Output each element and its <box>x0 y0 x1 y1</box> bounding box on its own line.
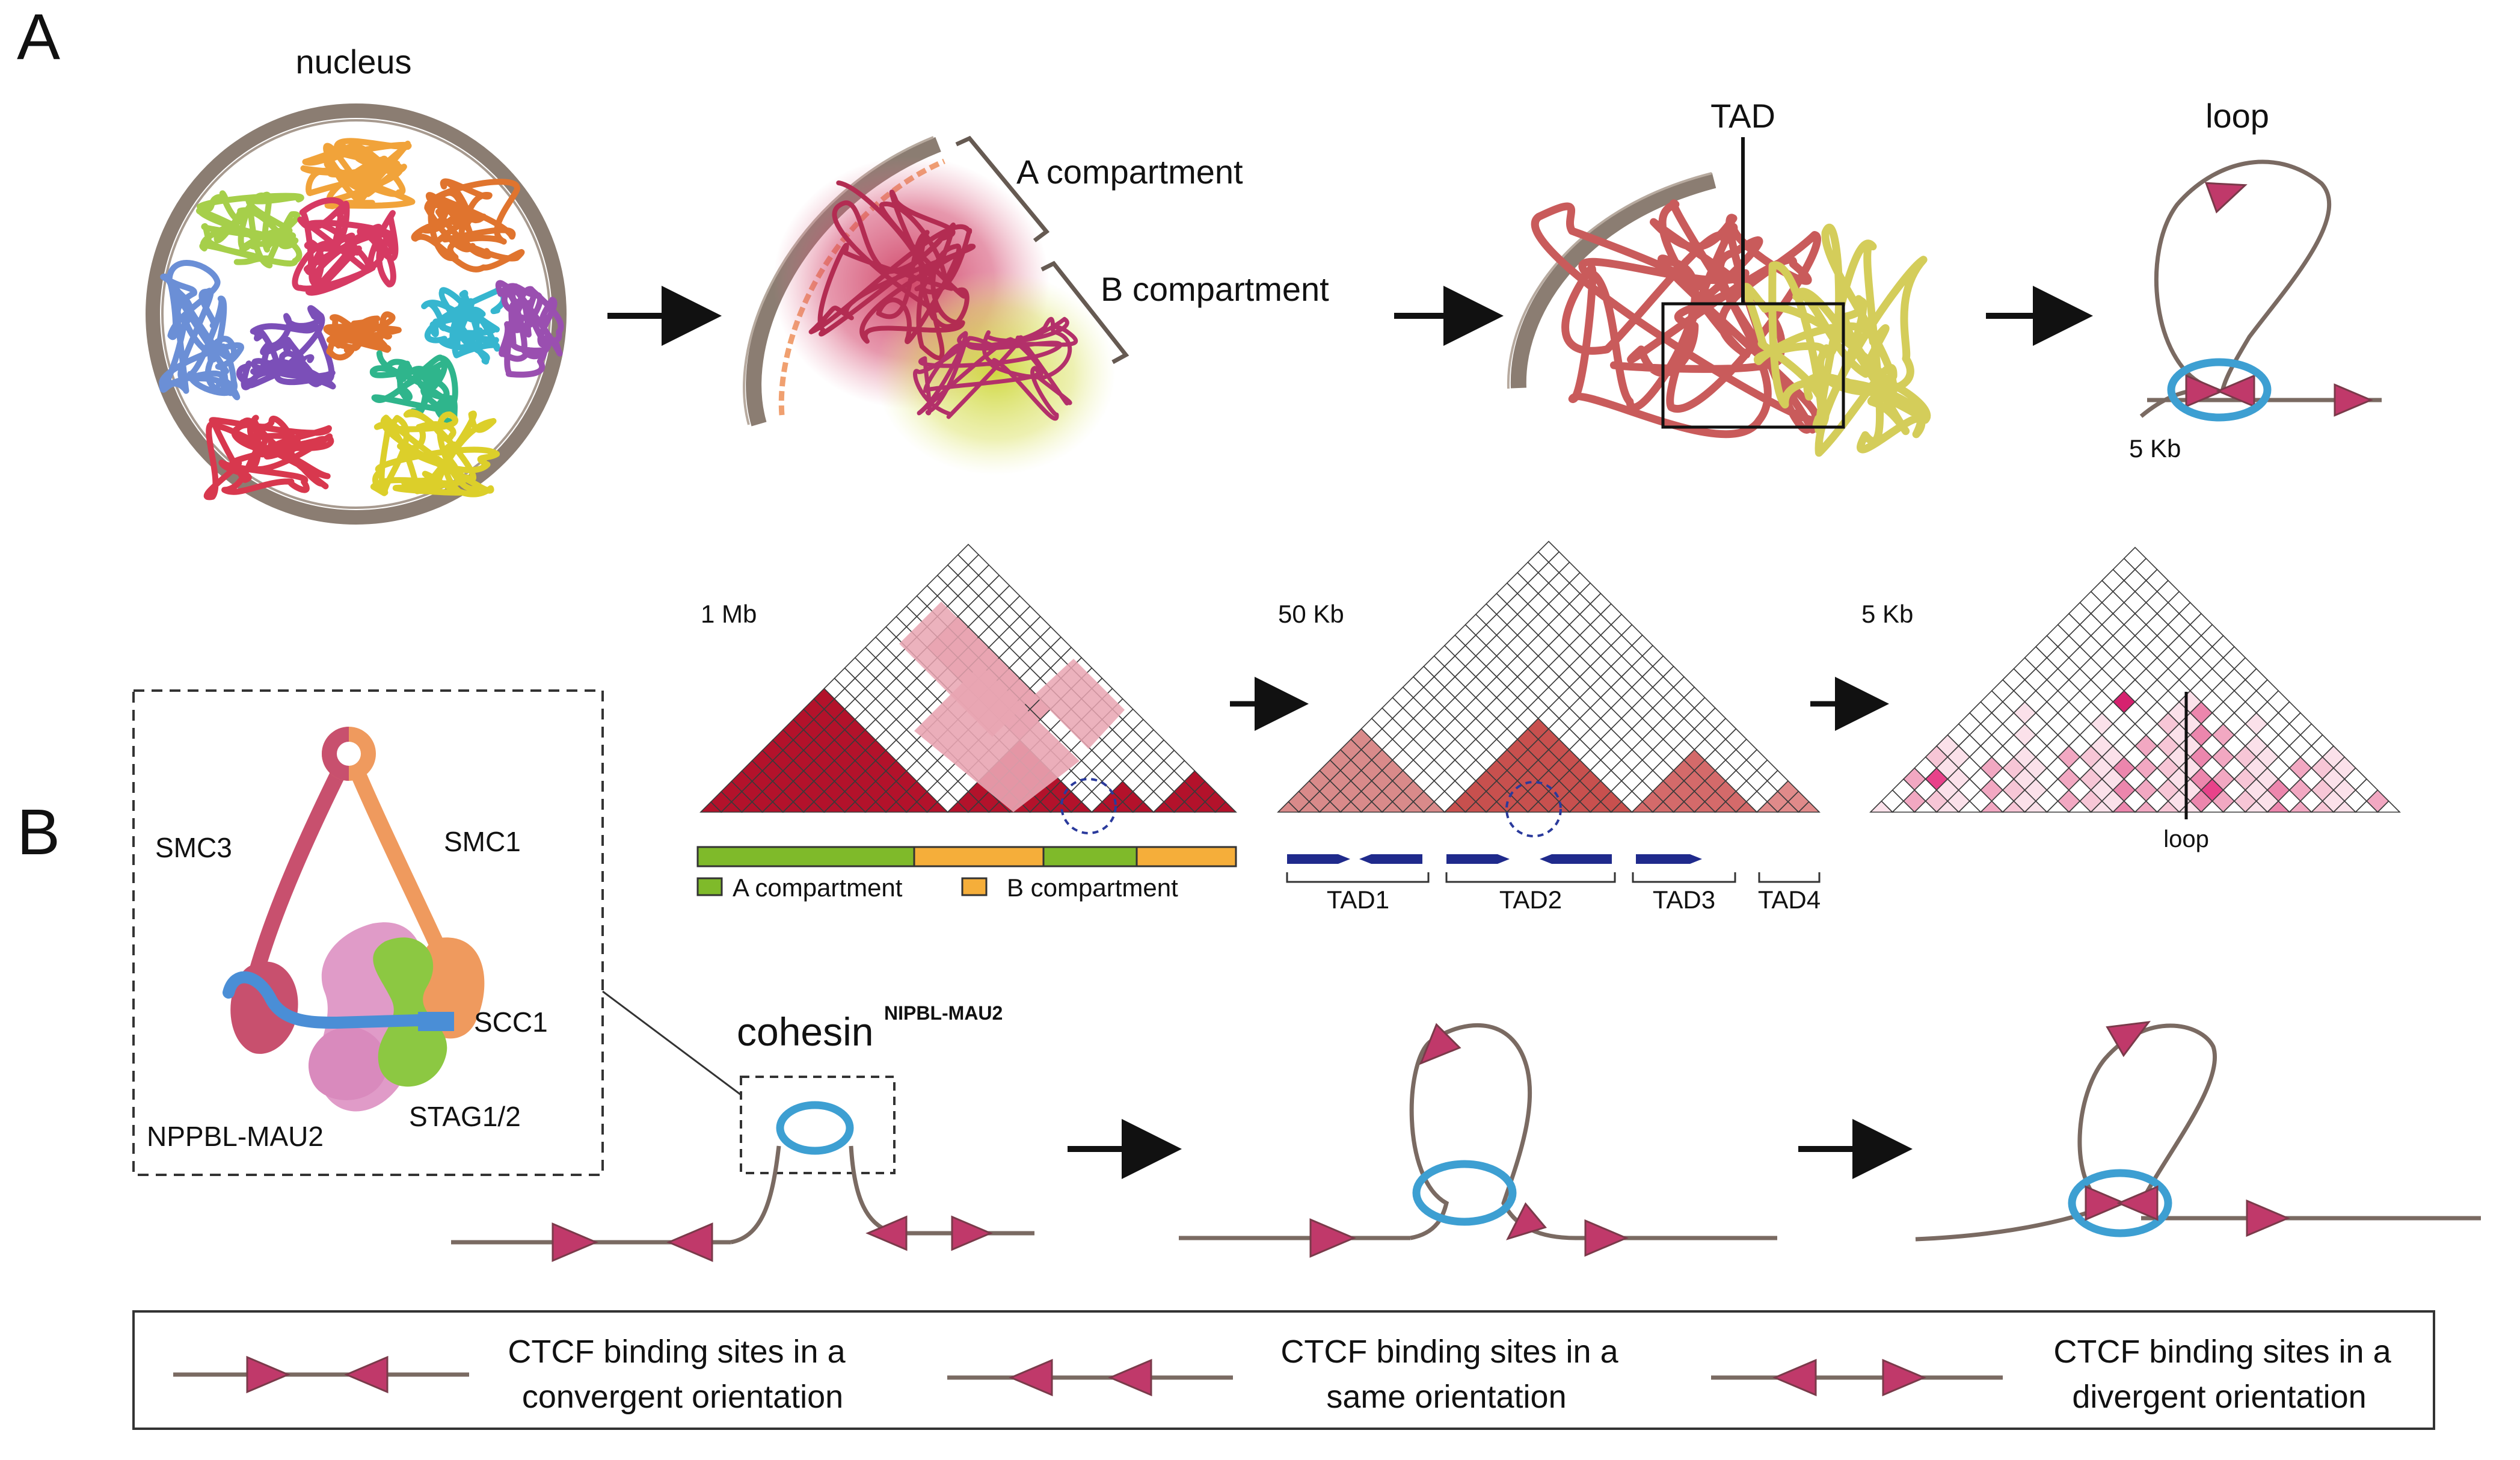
compartment-diagram <box>743 135 1129 475</box>
ctcf-site-icon <box>1882 1358 1926 1397</box>
legend-a-compartment: A compartment <box>733 873 903 902</box>
nucleus-label: nucleus <box>295 43 411 81</box>
panel-label-a: A <box>17 0 60 73</box>
heatmap-1mb <box>699 543 1237 834</box>
legend-same-line1: CTCF binding sites in a <box>1280 1334 1618 1370</box>
extrusion-stage-2 <box>1179 1023 1777 1258</box>
ctcf-site-icon <box>2085 1185 2127 1221</box>
loop-diagram-top <box>2139 159 2382 422</box>
legend-convergent-line2: convergent orientation <box>522 1379 843 1415</box>
ctcf-site-icon <box>1584 1219 1629 1257</box>
extrusion-stage-1 <box>451 1101 1034 1262</box>
loop-label-top: loop <box>2205 97 2269 135</box>
compartment-bar <box>696 846 1237 896</box>
legend-convergent-symbol <box>173 1355 469 1394</box>
heatmap-50kb <box>1277 540 1821 837</box>
ctcf-site-icon <box>1419 1023 1461 1065</box>
chromosome-territory <box>323 311 402 361</box>
tad1-label: TAD1 <box>1327 886 1389 914</box>
chromosome-territory <box>292 197 399 296</box>
ctcf-site-icon <box>1108 1358 1152 1397</box>
panel-label-b: B <box>17 795 60 868</box>
inset-connector <box>602 990 742 1096</box>
chromosome-territory <box>370 409 500 497</box>
ctcf-site-icon <box>951 1215 993 1251</box>
heatmap-highlight-circle <box>1505 781 1562 837</box>
tad-label: TAD <box>1710 97 1775 135</box>
b-compartment-label: B compartment <box>1101 270 1329 308</box>
legend-divergent-symbol <box>1711 1358 2003 1397</box>
chromosome-territories <box>159 138 564 501</box>
tad-box <box>1661 302 1845 429</box>
loop-size-label: 5 Kb <box>2129 434 2181 463</box>
cohesin-inset-box <box>132 689 604 1176</box>
tad3-label: TAD3 <box>1653 886 1715 914</box>
ctcf-site-icon <box>666 1222 713 1262</box>
chromosome-territory <box>159 260 245 401</box>
ctcf-site-icon <box>2246 1199 2290 1237</box>
tad-diagram <box>1507 137 1931 457</box>
chromosome-territory <box>495 280 564 378</box>
tad-arrows <box>1286 854 1821 883</box>
legend-divergent-line2: divergent orientation <box>2072 1379 2366 1415</box>
ctcf-site-icon <box>865 1215 908 1251</box>
ctcf-site-icon <box>344 1355 389 1394</box>
ctcf-site-icon <box>2216 374 2255 408</box>
heatmap3-resolution: 5 Kb <box>1861 600 1913 628</box>
heatmap-5kb <box>1869 546 2401 813</box>
ctcf-site-icon <box>2204 182 2248 214</box>
ctcf-site-icon <box>1506 1202 1547 1240</box>
smc1-label: SMC1 <box>444 826 521 857</box>
legend-convergent-line1: CTCF binding sites in a <box>508 1334 846 1370</box>
cohesin-complex <box>223 727 485 1112</box>
tad-chromatin-yellow <box>1742 223 1931 457</box>
ctcf-site-icon <box>2334 383 2373 417</box>
chromosome-territory <box>421 286 507 365</box>
heatmap-highlight-circle <box>1060 778 1117 834</box>
a-compartment-label: A compartment <box>1016 153 1243 191</box>
nucleus-diagram <box>146 103 567 525</box>
tad2-label: TAD2 <box>1499 886 1562 914</box>
tad4-label: TAD4 <box>1758 886 1821 914</box>
cohesin-label: cohesin <box>737 1009 874 1054</box>
legend-box <box>132 1310 2435 1430</box>
ctcf-site-icon <box>552 1222 598 1262</box>
heatmap2-resolution: 50 Kb <box>1278 600 1344 628</box>
heatmap1-resolution: 1 Mb <box>701 600 757 628</box>
b-compartment-chromatin <box>913 316 1078 421</box>
chromosome-territory <box>300 138 416 209</box>
chromosome-territory <box>411 178 525 273</box>
a-a-interaction <box>914 665 1080 812</box>
legend-same-line2: same orientation <box>1326 1379 1566 1415</box>
a-a-interaction <box>899 602 1034 737</box>
chromosome-territory <box>203 414 334 501</box>
legend-b-compartment: B compartment <box>1007 873 1178 902</box>
nipbl-label: NPPBL-MAU2 <box>147 1121 324 1152</box>
a-compartment-chromatin <box>808 180 976 360</box>
ctcf-site-icon <box>1309 1218 1356 1258</box>
legend-divergent-line1: CTCF binding sites in a <box>2053 1334 2391 1370</box>
chromosome-territory <box>195 190 304 269</box>
heatmap-cell <box>1797 801 1821 813</box>
legend-same-symbol <box>947 1358 1233 1397</box>
heatmap-cell <box>1214 801 1237 813</box>
chromosome-territory <box>370 350 458 425</box>
stag-label: STAG1/2 <box>409 1101 521 1132</box>
heatmap-cell <box>2376 800 2401 813</box>
cohesin-superscript: NIPBL-MAU2 <box>884 1002 1003 1024</box>
ctcf-site-icon <box>2106 1021 2151 1058</box>
cohesin-small-box <box>740 1076 896 1174</box>
heatmap3-loop-label: loop <box>2163 826 2209 852</box>
ctcf-site-icon <box>1009 1358 1053 1397</box>
scc1-label: SCC1 <box>474 1006 548 1038</box>
b-b-interaction <box>1034 659 1125 749</box>
chromosome-territory <box>236 305 336 390</box>
ctcf-site-icon <box>2116 1185 2159 1221</box>
ctcf-site-icon <box>1772 1358 1817 1397</box>
smc3-label: SMC3 <box>155 832 232 863</box>
extrusion-stage-3 <box>1915 1021 2481 1242</box>
ctcf-site-icon <box>246 1355 290 1394</box>
ctcf-site-icon <box>2185 374 2225 408</box>
